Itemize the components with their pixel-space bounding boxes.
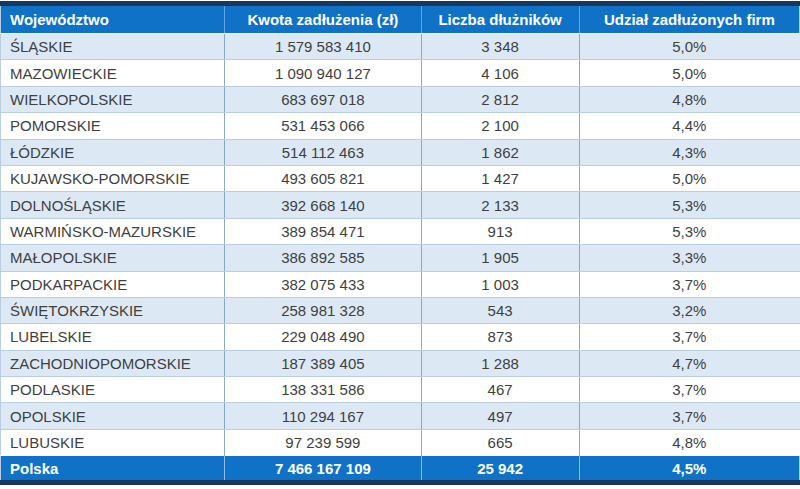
debtors-cell: 3 348 xyxy=(421,34,579,60)
debt-by-voivodeship-table: Województwo Kwota zadłużenia (zł) Liczba… xyxy=(0,1,800,485)
region-cell: POMORSKIE xyxy=(1,113,225,139)
debt-cell: 110 294 167 xyxy=(225,403,421,429)
debt-cell: 258 981 328 xyxy=(225,297,421,323)
table-row: LUBUSKIE 97 239 599 665 4,8% xyxy=(1,429,800,455)
share-cell: 3,7% xyxy=(579,377,799,403)
debtors-cell: 1 905 xyxy=(421,245,579,271)
share-cell: 4,3% xyxy=(579,139,799,165)
debtors-cell: 497 xyxy=(421,403,579,429)
share-cell: 5,0% xyxy=(579,165,799,191)
debtors-cell: 1 427 xyxy=(421,165,579,191)
debt-cell: 138 331 586 xyxy=(225,377,421,403)
table-row: LUBELSKIE 229 048 490 873 3,7% xyxy=(1,324,800,350)
region-cell: ZACHODNIOPOMORSKIE xyxy=(1,350,225,376)
region-cell: PODKARPACKIE xyxy=(1,271,225,297)
debt-cell: 1 579 583 410 xyxy=(225,34,421,60)
table-body: ŚLĄSKIE 1 579 583 410 3 348 5,0% MAZOWIE… xyxy=(1,34,800,456)
region-cell: MAŁOPOLSKIE xyxy=(1,245,225,271)
table-footer: Polska 7 466 167 109 25 942 4,5% xyxy=(1,456,800,483)
region-cell: KUJAWSKO-POMORSKIE xyxy=(1,165,225,191)
debtors-cell: 1 862 xyxy=(421,139,579,165)
region-cell: PODLASKIE xyxy=(1,377,225,403)
region-cell: LUBELSKIE xyxy=(1,324,225,350)
debtors-cell: 1 003 xyxy=(421,271,579,297)
debt-cell: 683 697 018 xyxy=(225,86,421,112)
share-cell: 4,4% xyxy=(579,113,799,139)
share-cell: 5,3% xyxy=(579,192,799,218)
column-header-debtor-count: Liczba dłużników xyxy=(421,4,579,34)
region-cell: MAZOWIECKIE xyxy=(1,60,225,86)
table-row: POMORSKIE 531 453 066 2 100 4,4% xyxy=(1,113,800,139)
table-row: KUJAWSKO-POMORSKIE 493 605 821 1 427 5,0… xyxy=(1,165,800,191)
debtors-cell: 2 133 xyxy=(421,192,579,218)
share-cell: 5,0% xyxy=(579,34,799,60)
region-cell: ŚLĄSKIE xyxy=(1,34,225,60)
share-cell: 3,7% xyxy=(579,403,799,429)
table-row: PODLASKIE 138 331 586 467 3,7% xyxy=(1,377,800,403)
table-row: ŚLĄSKIE 1 579 583 410 3 348 5,0% xyxy=(1,34,800,60)
region-cell: WIELKOPOLSKIE xyxy=(1,86,225,112)
share-cell: 5,0% xyxy=(579,60,799,86)
total-debtors-cell: 25 942 xyxy=(421,456,579,483)
region-cell: DOLNOŚLĄSKIE xyxy=(1,192,225,218)
table-row: ZACHODNIOPOMORSKIE 187 389 405 1 288 4,7… xyxy=(1,350,800,376)
debtors-cell: 467 xyxy=(421,377,579,403)
debt-cell: 382 075 433 xyxy=(225,271,421,297)
share-cell: 4,7% xyxy=(579,350,799,376)
table-row: ŁÓDZKIE 514 112 463 1 862 4,3% xyxy=(1,139,800,165)
debtors-cell: 2 812 xyxy=(421,86,579,112)
debt-cell: 187 389 405 xyxy=(225,350,421,376)
header-row: Województwo Kwota zadłużenia (zł) Liczba… xyxy=(1,4,800,34)
debt-cell: 386 892 585 xyxy=(225,245,421,271)
total-share-cell: 4,5% xyxy=(579,456,799,483)
share-cell: 3,2% xyxy=(579,297,799,323)
region-cell: ŁÓDZKIE xyxy=(1,139,225,165)
debtors-cell: 665 xyxy=(421,429,579,455)
debt-cell: 389 854 471 xyxy=(225,218,421,244)
debt-cell: 493 605 821 xyxy=(225,165,421,191)
region-cell: OPOLSKIE xyxy=(1,403,225,429)
debtors-cell: 543 xyxy=(421,297,579,323)
debtors-cell: 4 106 xyxy=(421,60,579,86)
debtors-cell: 873 xyxy=(421,324,579,350)
table-row: PODKARPACKIE 382 075 433 1 003 3,7% xyxy=(1,271,800,297)
region-cell: WARMIŃSKO-MAZURSKIE xyxy=(1,218,225,244)
share-cell: 5,3% xyxy=(579,218,799,244)
share-cell: 3,7% xyxy=(579,271,799,297)
debt-cell: 531 453 066 xyxy=(225,113,421,139)
table-row: OPOLSKIE 110 294 167 497 3,7% xyxy=(1,403,800,429)
column-header-debt-amount: Kwota zadłużenia (zł) xyxy=(225,4,421,34)
debt-cell: 514 112 463 xyxy=(225,139,421,165)
table-row: ŚWIĘTOKRZYSKIE 258 981 328 543 3,2% xyxy=(1,297,800,323)
column-header-region: Województwo xyxy=(1,4,225,34)
debtors-cell: 1 288 xyxy=(421,350,579,376)
region-cell: LUBUSKIE xyxy=(1,429,225,455)
table-row: WIELKOPOLSKIE 683 697 018 2 812 4,8% xyxy=(1,86,800,112)
table-row: MAŁOPOLSKIE 386 892 585 1 905 3,3% xyxy=(1,245,800,271)
share-cell: 4,8% xyxy=(579,429,799,455)
table-header: Województwo Kwota zadłużenia (zł) Liczba… xyxy=(1,4,800,34)
column-header-indebted-share: Udział zadłużonych firm xyxy=(579,4,799,34)
debtors-cell: 913 xyxy=(421,218,579,244)
debt-cell: 97 239 599 xyxy=(225,429,421,455)
debt-cell: 229 048 490 xyxy=(225,324,421,350)
debt-cell: 1 090 940 127 xyxy=(225,60,421,86)
debt-cell: 392 668 140 xyxy=(225,192,421,218)
total-row: Polska 7 466 167 109 25 942 4,5% xyxy=(1,456,800,483)
table-row: WARMIŃSKO-MAZURSKIE 389 854 471 913 5,3% xyxy=(1,218,800,244)
total-region-cell: Polska xyxy=(1,456,225,483)
total-debt-cell: 7 466 167 109 xyxy=(225,456,421,483)
share-cell: 3,7% xyxy=(579,324,799,350)
table-row: DOLNOŚLĄSKIE 392 668 140 2 133 5,3% xyxy=(1,192,800,218)
share-cell: 4,8% xyxy=(579,86,799,112)
table-row: MAZOWIECKIE 1 090 940 127 4 106 5,0% xyxy=(1,60,800,86)
region-cell: ŚWIĘTOKRZYSKIE xyxy=(1,297,225,323)
share-cell: 3,3% xyxy=(579,245,799,271)
debtors-cell: 2 100 xyxy=(421,113,579,139)
